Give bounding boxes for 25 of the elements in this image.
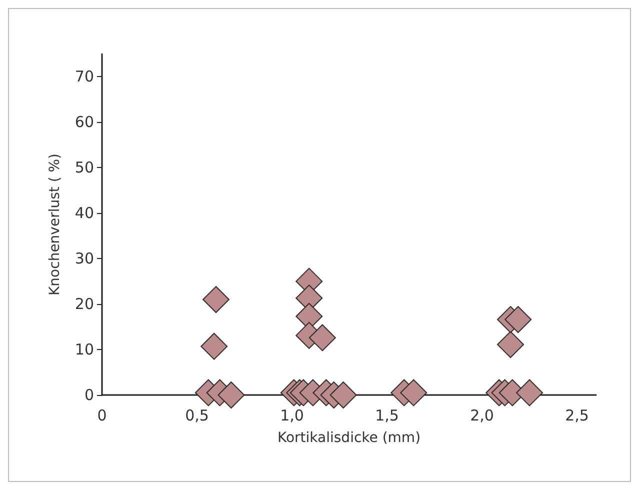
y-tick-label: 40 bbox=[74, 204, 94, 222]
y-tick-label: 50 bbox=[74, 158, 94, 177]
y-tick-label: 0 bbox=[84, 386, 94, 404]
point bbox=[497, 331, 524, 358]
point bbox=[330, 382, 357, 408]
point bbox=[202, 286, 230, 314]
y-tick-label: 20 bbox=[74, 295, 94, 314]
y-tick-label: 60 bbox=[74, 113, 94, 132]
x-tick-label: 1,0 bbox=[280, 406, 304, 424]
point bbox=[516, 379, 543, 406]
point bbox=[504, 306, 532, 334]
x-tick-label: 1,5 bbox=[375, 406, 399, 424]
point bbox=[400, 379, 428, 406]
point bbox=[200, 332, 228, 360]
y-tick-label: 30 bbox=[74, 250, 94, 268]
x-tick-label: 0 bbox=[97, 406, 107, 424]
y-tick-label: 70 bbox=[74, 68, 94, 86]
y-tick-label: 10 bbox=[74, 340, 94, 359]
x-axis-title: Kortikalisdicke (mm) bbox=[277, 430, 421, 446]
x-tick-label: 2,5 bbox=[565, 406, 589, 424]
y-axis-title: Knochenverlust ( %) bbox=[47, 153, 63, 296]
x-tick-label: 0,5 bbox=[185, 406, 209, 424]
x-tick-label: 2,0 bbox=[470, 406, 494, 424]
point bbox=[308, 324, 336, 352]
point bbox=[218, 382, 245, 408]
